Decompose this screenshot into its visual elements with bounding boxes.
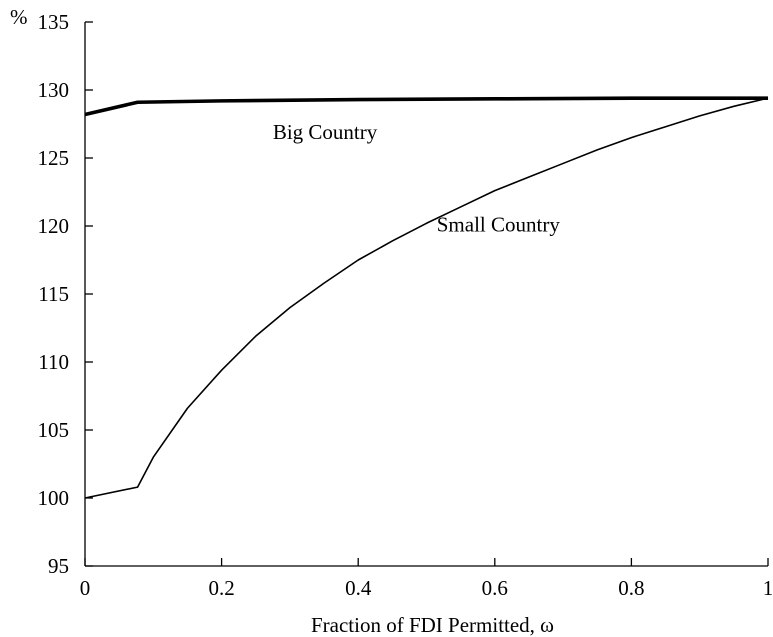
y-tick-label: 130 bbox=[38, 78, 70, 102]
x-tick-label: 0.2 bbox=[208, 576, 234, 600]
y-ticks: 95 100 105 110 115 120 125 130 135 bbox=[38, 10, 93, 578]
x-ticks: 0 0.2 0.4 0.6 0.8 1 bbox=[80, 558, 773, 600]
y-tick-label: 135 bbox=[38, 10, 70, 34]
x-axis-title: Fraction of FDI Permitted, ω bbox=[311, 613, 554, 637]
y-axis-unit-label: % bbox=[10, 5, 28, 29]
x-tick-label: 0.6 bbox=[482, 576, 508, 600]
y-tick-label: 95 bbox=[48, 554, 69, 578]
y-tick-label: 125 bbox=[38, 146, 70, 170]
y-tick-label: 115 bbox=[38, 282, 69, 306]
series-label-small-country: Small Country bbox=[437, 212, 561, 236]
x-tick-label: 0.4 bbox=[345, 576, 372, 600]
y-tick-label: 110 bbox=[38, 350, 69, 374]
x-tick-label: 1 bbox=[763, 576, 773, 600]
labels: % Fraction of FDI Permitted, ω Big Count… bbox=[10, 5, 560, 637]
series-line-small-country bbox=[84, 97, 769, 499]
y-tick-label: 100 bbox=[38, 486, 70, 510]
y-tick-label: 120 bbox=[38, 214, 70, 238]
y-tick-label: 105 bbox=[38, 418, 70, 442]
series-group bbox=[84, 96, 769, 499]
series-line-big-country bbox=[84, 96, 768, 117]
x-tick-label: 0 bbox=[80, 576, 91, 600]
x-tick-label: 0.8 bbox=[618, 576, 644, 600]
series-label-big-country: Big Country bbox=[273, 120, 378, 144]
axes bbox=[84, 22, 768, 567]
